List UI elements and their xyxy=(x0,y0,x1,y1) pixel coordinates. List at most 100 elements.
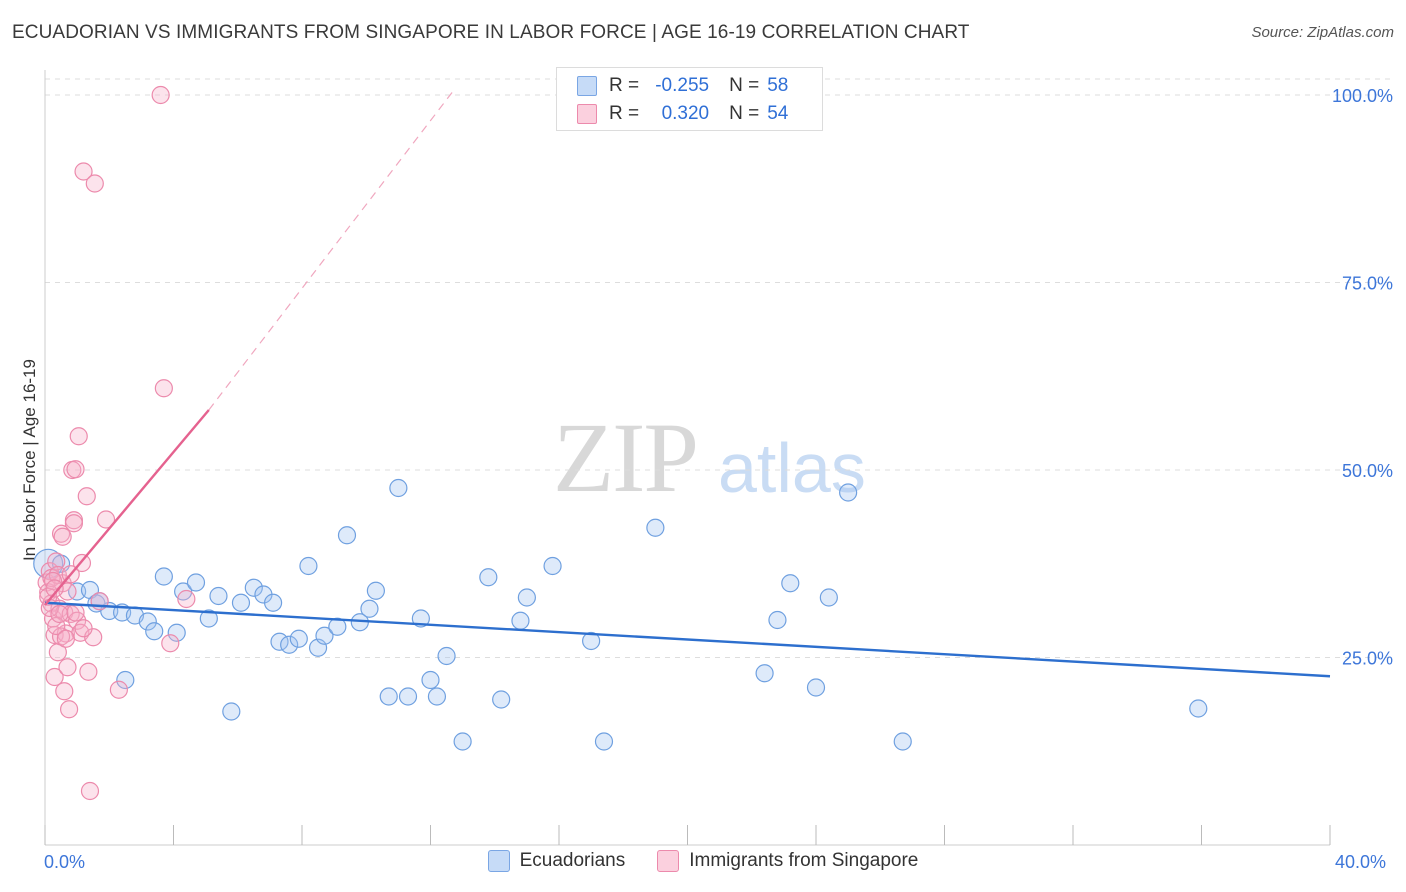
ecuadorian-point xyxy=(222,702,241,721)
ecuadorian-point xyxy=(337,526,357,545)
ecuadorian-point xyxy=(819,588,838,607)
singapore-point xyxy=(96,510,116,529)
n-value-blue: 58 xyxy=(767,75,789,96)
ecuadorian-point xyxy=(398,687,418,706)
legend-item-ecuadorians[interactable]: Ecuadorians xyxy=(487,850,626,872)
singapore-point xyxy=(45,579,64,598)
ecuadorian-point xyxy=(360,599,379,618)
y-tick-label: 25.0% xyxy=(1342,649,1393,669)
singapore-point xyxy=(59,700,79,719)
singapore-point xyxy=(48,565,67,585)
ecuadorian-point xyxy=(116,670,135,690)
singapore-point xyxy=(51,524,71,543)
singapore-point xyxy=(47,552,66,571)
pink-trend-extension xyxy=(208,90,454,411)
ecuadorian-point xyxy=(517,588,536,607)
watermark-zip: ZIP xyxy=(553,402,699,513)
ecuadorian-point xyxy=(421,670,440,690)
n-label-blue: N = xyxy=(729,75,760,96)
ecuadorian-point xyxy=(806,678,826,697)
ecuadorian-point xyxy=(209,586,228,606)
singapore-point xyxy=(56,624,75,643)
singapore-point xyxy=(154,379,173,398)
x-tick-label-min: 0.0% xyxy=(44,852,86,872)
ecuadorian-point xyxy=(543,556,562,576)
watermark-atlas: atlas xyxy=(718,429,866,507)
ecuadorian-point xyxy=(646,518,665,537)
singapore-point xyxy=(80,781,100,801)
ecuadorian-point xyxy=(263,593,283,612)
ecuadorian-point xyxy=(511,611,530,630)
singapore-point xyxy=(177,589,196,609)
singapore-point xyxy=(66,460,85,479)
singapore-point xyxy=(50,604,69,624)
r-label-blue: R = xyxy=(609,75,640,96)
legend-swatch-blue xyxy=(487,850,510,872)
ecuadorian-point xyxy=(411,609,430,628)
ecuadorian-point xyxy=(781,574,800,593)
y-tick-label: 75.0% xyxy=(1342,274,1393,294)
x-tick-label-max: 40.0% xyxy=(1335,852,1387,872)
singapore-point xyxy=(58,658,77,677)
stats-swatch-blue xyxy=(577,76,597,96)
ecuadorian-point xyxy=(154,567,173,586)
n-value-pink: 54 xyxy=(767,103,789,124)
singapore-point xyxy=(64,514,84,533)
singapore-point xyxy=(85,174,104,193)
singapore-point xyxy=(53,527,72,546)
ecuadorian-point xyxy=(389,478,408,498)
blue-trend-line xyxy=(44,601,1331,678)
ecuadorian-point xyxy=(328,617,347,636)
ecuadorian-point xyxy=(138,612,157,631)
ecuadorian-point xyxy=(167,623,186,642)
singapore-point xyxy=(56,629,75,648)
singapore-point xyxy=(51,627,71,646)
singapore-point xyxy=(74,162,93,181)
ecuadorian-point xyxy=(893,732,912,751)
singapore-point xyxy=(151,85,170,105)
ecuadorian-point xyxy=(231,593,251,612)
ecuadorian-point xyxy=(1189,699,1208,718)
ecuadorian-point xyxy=(768,610,787,630)
r-value-pink: 0.320 xyxy=(661,103,710,124)
ecuadorian-point xyxy=(427,687,447,706)
ecuadorian-point xyxy=(437,646,456,666)
stats-box: R = -0.255 N = 58 R = 0.320 N = 54 xyxy=(556,67,823,131)
singapore-point xyxy=(79,662,98,681)
source-label: Source: ZipAtlas.com xyxy=(1251,24,1394,41)
y-tick-label: 50.0% xyxy=(1342,461,1393,481)
ecuadorian-point xyxy=(379,687,398,706)
ecuadorian-point xyxy=(492,690,511,709)
ecuadorian-point xyxy=(199,609,218,628)
legend-item-singapore[interactable]: Immigrants from Singapore xyxy=(657,850,918,872)
stats-row-pink: R = 0.320 N = 54 xyxy=(577,101,803,127)
r-value-blue: -0.255 xyxy=(655,75,710,96)
ecuadorian-point xyxy=(594,732,614,751)
ecuadorian-point xyxy=(244,578,263,597)
singapore-point xyxy=(109,680,128,699)
ecuadorian-point xyxy=(186,573,206,592)
ecuadorian-point xyxy=(479,568,498,587)
pink-trend-line xyxy=(44,409,210,606)
ecuadorian-point xyxy=(289,629,308,648)
ecuadorian-point xyxy=(582,631,601,651)
stats-swatch-pink xyxy=(577,104,597,124)
legend-label-blue: Ecuadorians xyxy=(519,850,626,871)
singapore-point xyxy=(43,571,63,591)
ecuadorian-point xyxy=(299,556,318,576)
ecuadorian-point xyxy=(315,626,334,645)
singapore-point xyxy=(161,634,180,653)
stats-row-blue: R = -0.255 N = 58 xyxy=(577,73,803,99)
singapore-point xyxy=(66,603,85,622)
legend-swatch-pink xyxy=(657,850,680,872)
ecuadorian-point xyxy=(145,622,164,641)
chart-title: ECUADORIAN VS IMMIGRANTS FROM SINGAPORE … xyxy=(12,22,970,43)
singapore-point xyxy=(47,616,66,636)
singapore-point xyxy=(77,487,96,506)
ecuadorian-point xyxy=(280,635,299,654)
ecuadorian-point xyxy=(366,581,385,600)
legend-label-pink: Immigrants from Singapore xyxy=(689,850,919,871)
ecuadorian-point xyxy=(755,664,774,683)
